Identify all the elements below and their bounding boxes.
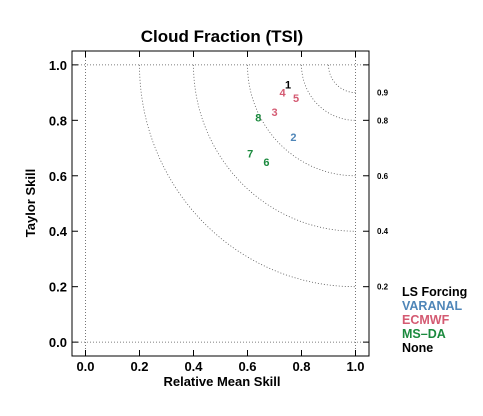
data-points: 2 4 5 38 76 1 — [247, 79, 299, 169]
contour-label-0.8: 0.8 — [377, 116, 389, 125]
y-tick-labels: 0.0 0.2 0.4 0.6 0.8 1.0 — [49, 58, 68, 350]
y-tick-label: 0.0 — [49, 335, 67, 350]
skill-contours — [139, 64, 356, 288]
legend-item-ecmwf: ECMWF — [402, 313, 450, 327]
data-point-2: 2 — [290, 132, 296, 144]
axis-ticks — [72, 51, 369, 356]
x-axis-label: Relative Mean Skill — [163, 374, 280, 389]
y-tick-label: 0.8 — [49, 113, 67, 128]
contour-0.4 — [193, 64, 356, 232]
contour-0.9 — [328, 64, 356, 93]
contour-label-0.6: 0.6 — [377, 172, 389, 181]
data-point-5: 5 — [293, 93, 299, 105]
contour-label-0.2: 0.2 — [377, 283, 389, 292]
contour-0.2 — [139, 64, 356, 288]
y-tick-label: 0.6 — [49, 169, 67, 184]
x-tick-labels: 0.0 0.2 0.4 0.6 0.8 1.0 — [76, 359, 364, 374]
legend: LS Forcing VARANAL ECMWF MS–DA None — [402, 285, 467, 355]
data-point-7: 7 — [247, 149, 253, 161]
contour-0.8 — [301, 64, 356, 121]
legend-title: LS Forcing — [402, 285, 468, 299]
x-tick-label: 0.0 — [76, 359, 94, 374]
data-point-1: 1 — [285, 79, 291, 91]
plot-grid — [72, 51, 369, 356]
plot-frame — [71, 50, 370, 357]
data-point-3: 3 — [271, 107, 277, 119]
data-point-8: 8 — [255, 113, 261, 125]
chart-title: Cloud Fraction (TSI) — [141, 27, 303, 46]
contour-label-0.4: 0.4 — [377, 227, 389, 236]
x-tick-label: 1.0 — [346, 359, 364, 374]
contour-label-0.9: 0.9 — [377, 89, 389, 98]
y-tick-label: 0.2 — [49, 280, 67, 295]
x-tick-label: 0.4 — [184, 359, 203, 374]
y-tick-label: 0.4 — [49, 224, 68, 239]
legend-item-ms-da: MS–DA — [402, 327, 446, 341]
data-point-6: 6 — [263, 157, 269, 169]
x-tick-label: 0.2 — [130, 359, 148, 374]
legend-item-varanal: VARANAL — [402, 299, 463, 313]
x-tick-label: 0.8 — [292, 359, 310, 374]
y-axis-label: Taylor Skill — [23, 169, 38, 237]
legend-item-none: None — [402, 341, 434, 355]
data-point-4: 4 — [280, 88, 287, 100]
y-tick-label: 1.0 — [49, 58, 67, 73]
contour-labels: 0.2 0.4 0.6 0.8 0.9 — [377, 89, 389, 292]
x-tick-label: 0.6 — [238, 359, 256, 374]
